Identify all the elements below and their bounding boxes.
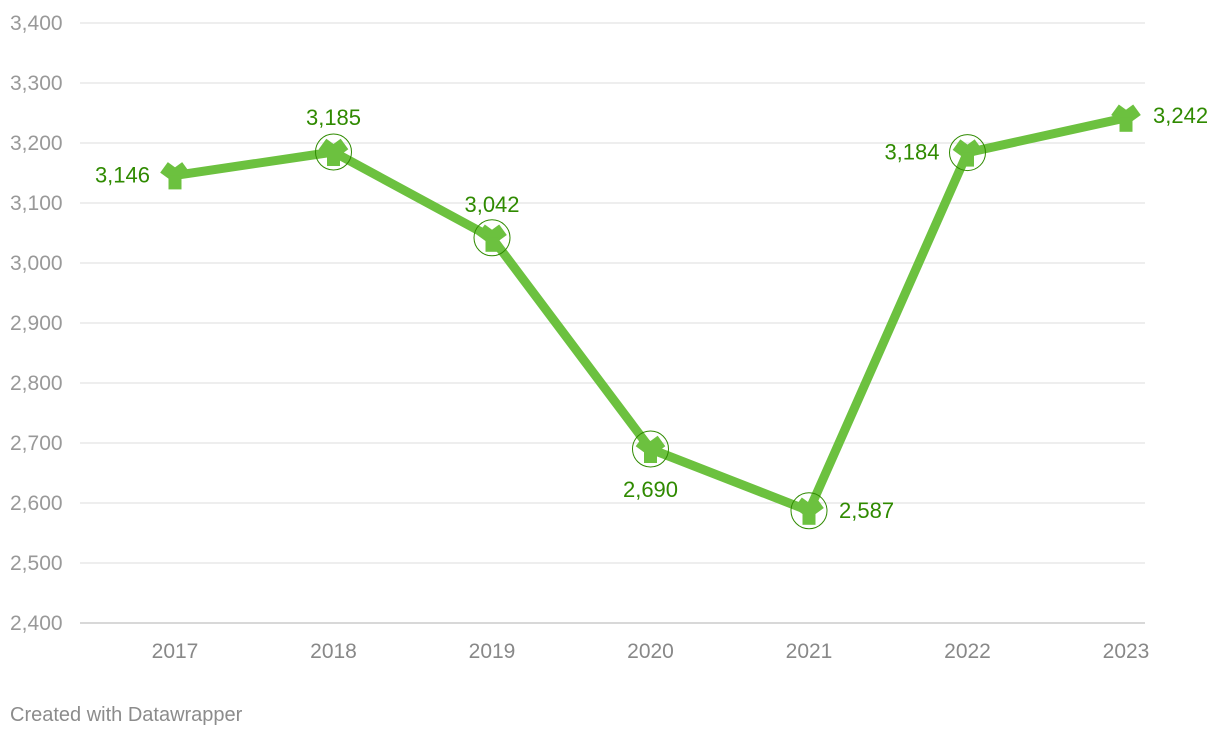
data-label: 3,185 [306,105,361,130]
gridlines [80,22,1145,624]
x-axis: 2017 2018 2019 2020 2021 2022 2023 [152,640,1150,663]
x-tick-label: 2019 [469,640,516,663]
marker-arm [635,435,655,455]
data-point-marker [473,219,511,257]
marker-arm [329,138,349,158]
marker-outline [949,134,986,172]
x-tick-label: 2022 [944,640,991,663]
y-tick-label: 3,200 [10,132,63,155]
y-tick-label: 3,300 [10,72,63,95]
data-point-marker [949,134,986,172]
marker-arm [1111,104,1130,124]
marker-arm [794,497,813,517]
data-point-marker [160,162,190,190]
marker-outline [790,492,828,530]
data-label: 3,042 [464,192,519,217]
y-tick-label: 2,600 [10,492,63,515]
y-tick-label: 2,900 [10,312,63,335]
y-tick-label: 2,400 [10,612,63,635]
marker-arm [1122,104,1141,124]
data-label: 3,184 [884,140,939,165]
data-point-marker [790,492,828,530]
marker-outline [315,133,352,171]
data-label: 3,146 [95,162,150,187]
data-label: 3,242 [1153,103,1208,128]
x-tick-label: 2021 [786,640,833,663]
y-tick-label: 2,700 [10,432,63,455]
marker-arm [160,162,179,181]
markers [160,104,1141,530]
marker-arm [318,138,338,158]
marker-arm [171,162,190,181]
data-label: 2,587 [839,498,894,523]
marker-arm [952,139,972,158]
y-tick-label: 3,400 [10,12,63,35]
data-label: 2,690 [623,477,678,502]
data-point-marker [1111,104,1141,132]
y-tick-label: 3,100 [10,192,63,215]
x-tick-label: 2017 [152,640,199,663]
credit-text: Created with Datawrapper [10,704,243,726]
marker-arm [646,435,666,455]
data-point-marker [632,430,669,468]
x-tick-label: 2023 [1103,640,1150,663]
marker-arm [488,224,507,244]
marker-arm [963,139,983,158]
marker-arm [805,497,824,517]
x-tick-label: 2020 [627,640,674,663]
data-labels: 3,146 3,185 3,042 2,690 2,587 3,184 3,242 [95,103,1208,523]
x-tick-label: 2018 [310,640,357,663]
data-point-marker [315,133,352,171]
marker-outline [632,430,669,468]
y-axis: 2,400 2,500 2,600 2,700 2,800 2,900 3,000 3,100… [10,12,63,635]
marker-outline [473,219,511,257]
y-tick-label: 2,800 [10,372,63,395]
y-tick-label: 3,000 [10,252,63,275]
y-tick-label: 2,500 [10,552,63,575]
marker-arm [477,224,496,244]
